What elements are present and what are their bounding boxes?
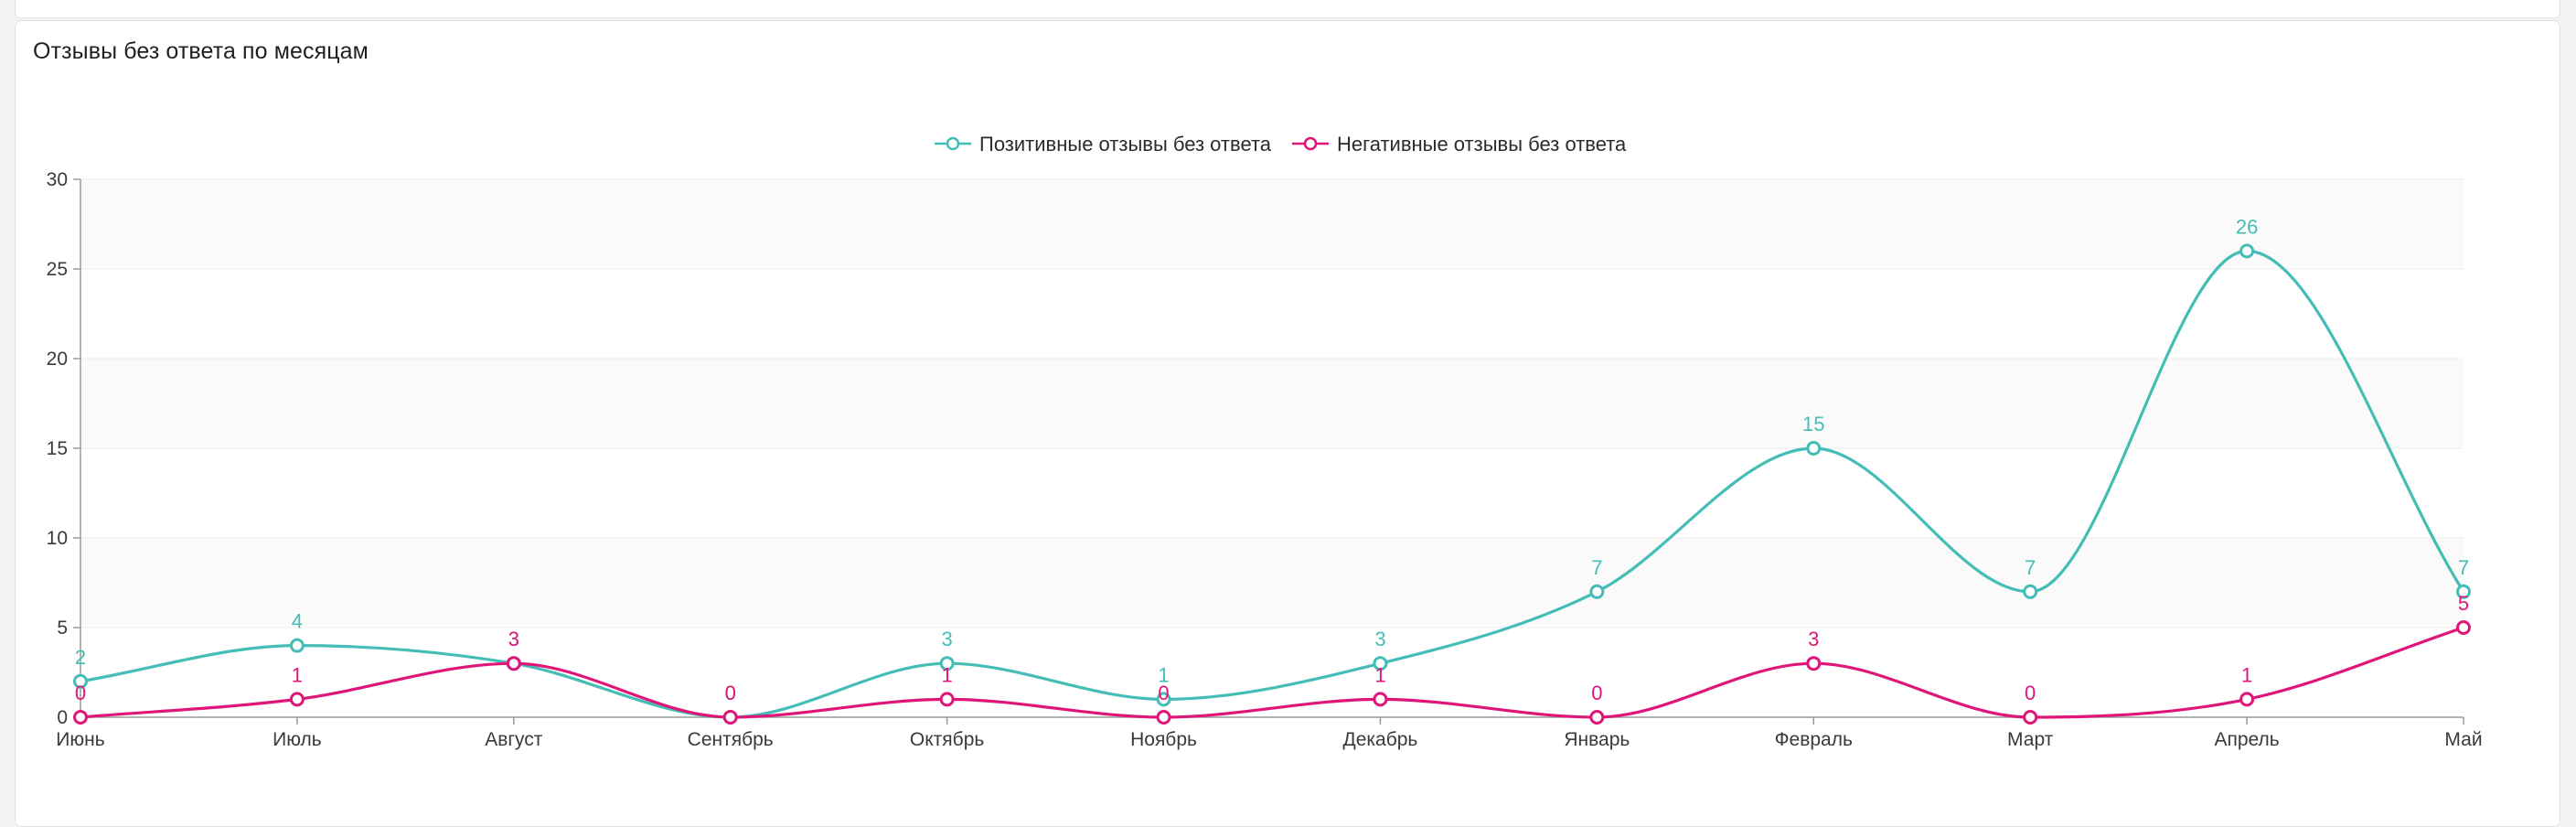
x-tick-label: Декабрь xyxy=(1343,729,1418,750)
y-tick-label: 20 xyxy=(47,349,68,370)
data-point xyxy=(1156,710,1171,725)
data-point xyxy=(2023,584,2038,599)
data-label: 1 xyxy=(942,663,953,686)
data-label: 5 xyxy=(2458,592,2469,615)
y-tick-label: 5 xyxy=(57,618,68,639)
data-point xyxy=(289,638,305,653)
x-tick-label: Октябрь xyxy=(910,729,984,750)
y-tick-label: 10 xyxy=(47,528,68,549)
legend-marker xyxy=(1303,136,1318,151)
legend-marker xyxy=(946,136,960,151)
chart-grid xyxy=(80,178,2464,628)
data-label: 4 xyxy=(292,610,303,633)
data-point xyxy=(2023,710,2038,725)
data-label: 3 xyxy=(508,628,519,650)
y-tick-label: 30 xyxy=(47,169,68,190)
y-axis-ticks: 0 5 10 15 20 25 30 xyxy=(47,169,80,728)
series-line-2 xyxy=(80,626,2464,719)
x-tick-label: Февраль xyxy=(1775,729,1853,750)
data-point xyxy=(2456,620,2471,635)
x-tick-label: Ноябрь xyxy=(1130,729,1197,750)
data-label: 0 xyxy=(2025,682,2036,704)
y-tick-label: 25 xyxy=(47,259,68,280)
data-label: 26 xyxy=(2236,215,2258,238)
chart-bands xyxy=(80,179,2464,628)
data-point xyxy=(2456,584,2471,599)
grid-band xyxy=(80,538,2464,628)
data-label: 3 xyxy=(508,628,519,650)
data-label: 7 xyxy=(2458,556,2469,579)
data-label: 3 xyxy=(942,628,953,650)
grid-band xyxy=(80,179,2464,269)
data-point xyxy=(939,656,955,671)
data-point xyxy=(73,673,88,689)
data-label: 7 xyxy=(2025,556,2036,579)
data-point xyxy=(1156,692,1171,707)
data-label: 3 xyxy=(1374,628,1385,650)
x-tick-label: Май xyxy=(2444,729,2482,750)
data-label: 15 xyxy=(1802,413,1824,435)
data-label: 0 xyxy=(75,682,86,704)
data-point xyxy=(289,692,305,707)
data-label: 0 xyxy=(1591,682,1602,704)
card-title: Отзывы без ответа по месяцам xyxy=(33,38,369,64)
legend-item-1[interactable]: Позитивные отзывы без ответа xyxy=(935,133,1272,156)
grid-band xyxy=(80,359,2464,448)
data-label: 3 xyxy=(1808,628,1819,650)
x-tick-label: Июль xyxy=(273,729,322,750)
data-label: 1 xyxy=(2241,663,2252,686)
data-point xyxy=(722,710,738,725)
data-point xyxy=(1373,656,1388,671)
x-tick-label: Январь xyxy=(1564,729,1630,750)
data-point xyxy=(939,692,955,707)
x-tick-label: Сентябрь xyxy=(688,729,774,750)
legend-item-2[interactable]: Негативные отзывы без ответа xyxy=(1292,133,1627,156)
data-point xyxy=(2239,692,2255,707)
chart-legend: Позитивные отзывы без ответа Негативные о… xyxy=(935,133,1627,156)
data-label: 7 xyxy=(1591,556,1602,579)
data-point xyxy=(1589,710,1605,725)
previous-card xyxy=(15,0,2560,18)
data-label: 1 xyxy=(1158,663,1169,686)
legend-label: Негативные отзывы без ответа xyxy=(1337,133,1627,156)
y-tick-label: 0 xyxy=(57,707,68,728)
x-tick-label: Август xyxy=(485,729,543,750)
data-label: 1 xyxy=(1374,663,1385,686)
x-tick-label: Апрель xyxy=(2214,729,2279,750)
x-tick-label: Март xyxy=(2007,729,2054,750)
series-line-1 xyxy=(80,249,2465,719)
y-tick-label: 15 xyxy=(47,438,68,459)
data-label: 1 xyxy=(292,663,303,686)
data-point xyxy=(73,710,88,725)
data-point xyxy=(1373,692,1388,707)
data-point xyxy=(1589,584,1605,599)
data-label: 2 xyxy=(75,646,86,669)
chart-series xyxy=(73,243,2471,725)
x-axis-ticks: Июнь Июль Август Сентябрь Октябрь Ноябрь Декаб… xyxy=(56,717,2483,750)
data-point xyxy=(2239,243,2255,259)
x-tick-label: Июнь xyxy=(56,729,104,750)
legend-label: Позитивные отзывы без ответа xyxy=(979,133,1272,156)
data-label: 0 xyxy=(725,682,736,704)
data-label: 0 xyxy=(1158,682,1169,704)
data-point xyxy=(1806,441,1822,456)
data-point xyxy=(506,656,521,671)
data-label: 0 xyxy=(725,682,736,704)
data-point xyxy=(1806,656,1822,671)
